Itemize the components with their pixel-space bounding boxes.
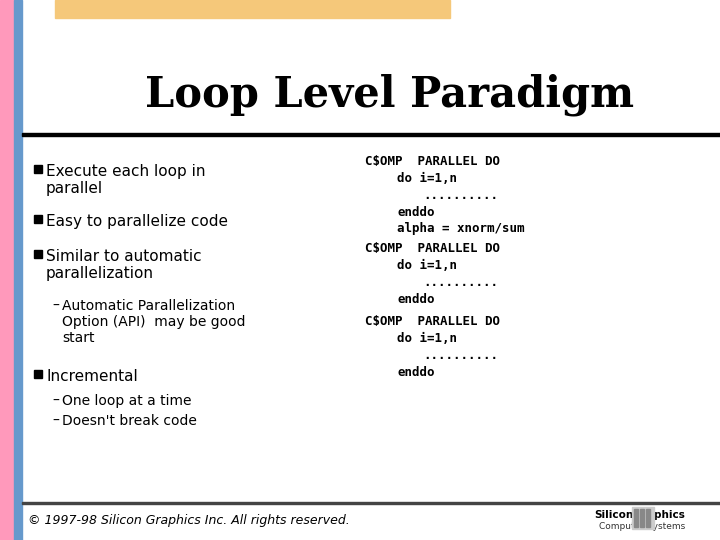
Bar [34,215,42,223]
Text: enddo: enddo [397,293,434,306]
Text: do i=1,n: do i=1,n [397,172,457,185]
Text: C$OMP  PARALLEL DO: C$OMP PARALLEL DO [365,242,500,255]
Text: One loop at a time: One loop at a time [62,394,192,408]
Text: –: – [52,394,59,408]
Text: ..........: .......... [423,276,498,289]
Bar [640,509,644,527]
Text: do i=1,n: do i=1,n [397,259,457,272]
Text: –: – [52,414,59,428]
Text: Similar to automatic
parallelization: Similar to automatic parallelization [46,249,202,281]
Bar [14,0,22,540]
Bar [634,509,638,527]
Text: Execute each loop in
parallel: Execute each loop in parallel [46,164,205,197]
Text: enddo: enddo [397,206,434,219]
Text: alpha = xnorm/sum: alpha = xnorm/sum [397,222,524,235]
Text: Incremental: Incremental [46,369,138,384]
Text: do i=1,n: do i=1,n [397,332,457,345]
Text: enddo: enddo [397,366,434,379]
Text: C$OMP  PARALLEL DO: C$OMP PARALLEL DO [365,315,500,328]
Text: Computer Systems: Computer Systems [599,522,685,531]
Text: ..........: .......... [423,349,498,362]
Bar [632,507,654,529]
Text: SiliconGraphics: SiliconGraphics [594,510,685,520]
Text: Doesn't break code: Doesn't break code [62,414,197,428]
Text: ..........: .......... [423,189,498,202]
Bar [22,133,720,136]
Bar [34,165,42,173]
Bar [34,370,42,378]
Text: Easy to parallelize code: Easy to parallelize code [46,214,228,229]
Text: –: – [52,299,59,313]
Bar [55,0,450,18]
Bar [34,250,42,258]
Text: © 1997-98 Silicon Graphics Inc. All rights reserved.: © 1997-98 Silicon Graphics Inc. All righ… [28,514,350,527]
Bar [22,502,720,503]
Text: Loop Level Paradigm: Loop Level Paradigm [145,74,634,116]
Text: Automatic Parallelization
Option (API)  may be good
start: Automatic Parallelization Option (API) m… [62,299,246,346]
Text: C$OMP  PARALLEL DO: C$OMP PARALLEL DO [365,155,500,168]
Bar [0,0,14,540]
Bar [646,509,650,527]
